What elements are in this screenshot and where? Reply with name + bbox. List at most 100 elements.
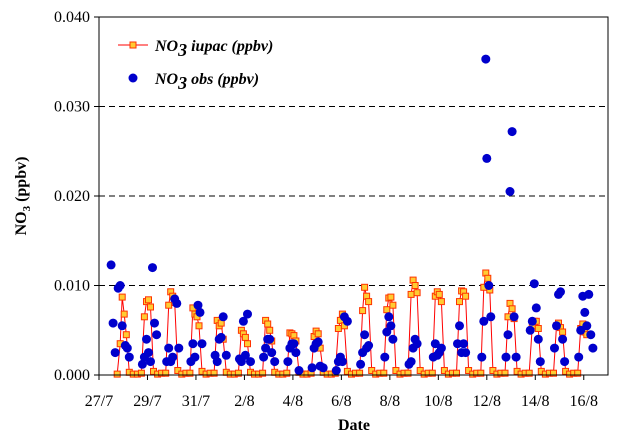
x-tick-label: 6/8 bbox=[331, 393, 351, 410]
data-point-obs bbox=[505, 187, 515, 196]
data-point-obs bbox=[380, 352, 390, 362]
data-point-obs bbox=[360, 330, 370, 340]
y-tick-label: 0.040 bbox=[54, 9, 90, 26]
data-point-iupac bbox=[440, 367, 448, 374]
data-point-obs bbox=[283, 357, 293, 367]
axes: 0.000 0.010 0.020 0.030 0.040 27/7 29/7 31/7 2/8… bbox=[54, 9, 598, 410]
data-point-obs bbox=[193, 300, 203, 310]
data-point-obs bbox=[552, 321, 561, 331]
data-point-obs bbox=[556, 287, 565, 297]
data-point-iupac bbox=[234, 369, 242, 377]
data-point-obs bbox=[586, 330, 596, 340]
data-point-obs bbox=[406, 357, 416, 367]
data-point-obs bbox=[197, 339, 207, 349]
data-point-obs bbox=[503, 330, 513, 340]
data-point-obs bbox=[122, 343, 132, 353]
data-point-obs bbox=[582, 321, 592, 331]
legend-marker-obs bbox=[128, 73, 138, 83]
data-point-iupac bbox=[489, 367, 497, 374]
x-tick-label: 10/8 bbox=[424, 393, 452, 410]
data-point-obs bbox=[356, 359, 366, 369]
x-axis-title: Date bbox=[338, 417, 370, 434]
data-point-obs bbox=[511, 352, 521, 362]
data-point-obs bbox=[259, 352, 269, 362]
data-point-obs bbox=[482, 153, 492, 163]
data-point-obs bbox=[216, 332, 226, 342]
data-point-obs bbox=[384, 312, 394, 322]
data-point-obs bbox=[525, 325, 535, 335]
data-point-obs bbox=[124, 352, 134, 362]
data-point-iupac bbox=[359, 307, 367, 315]
data-point-obs bbox=[188, 339, 198, 349]
data-point-iupac bbox=[550, 369, 557, 377]
data-point-iupac bbox=[380, 369, 388, 377]
x-tick-label: 4/8 bbox=[283, 393, 303, 410]
y-tick-label: 0.000 bbox=[54, 367, 90, 384]
data-point-obs bbox=[164, 343, 174, 353]
data-point-obs bbox=[412, 339, 422, 349]
data-point-obs bbox=[108, 318, 118, 328]
data-point-obs bbox=[531, 303, 541, 313]
data-point-obs bbox=[106, 260, 116, 270]
data-point-iupac bbox=[456, 298, 463, 306]
data-point-obs bbox=[461, 348, 471, 358]
data-point-iupac bbox=[266, 326, 274, 334]
data-point-obs bbox=[115, 281, 125, 290]
data-point-iupac bbox=[314, 330, 322, 338]
data-point-iupac bbox=[484, 274, 492, 282]
data-point-obs bbox=[484, 281, 494, 290]
data-point-iupac bbox=[120, 310, 128, 318]
data-point-iupac bbox=[453, 369, 460, 377]
data-point-obs bbox=[137, 359, 147, 369]
data-point-iupac bbox=[428, 369, 436, 377]
x-tick-label: 12/8 bbox=[473, 393, 501, 410]
data-point-obs bbox=[294, 366, 304, 375]
data-point-obs bbox=[307, 363, 317, 373]
legend-entry-iupac: NO3 iupac (ppbv) bbox=[118, 38, 273, 60]
data-point-obs bbox=[148, 263, 157, 273]
x-tick-label: 16/8 bbox=[570, 393, 598, 410]
x-tick-label: 31/7 bbox=[182, 393, 210, 410]
data-point-obs bbox=[342, 316, 352, 326]
data-point-iupac bbox=[392, 367, 400, 374]
data-point-obs bbox=[168, 352, 178, 362]
data-point-obs bbox=[150, 318, 159, 328]
y-tick-label: 0.030 bbox=[54, 99, 90, 116]
x-tick-label: 8/8 bbox=[380, 393, 400, 410]
data-point-iupac bbox=[465, 367, 473, 374]
data-point-obs bbox=[501, 352, 511, 362]
data-point-obs bbox=[535, 357, 545, 367]
data-point-obs bbox=[477, 352, 487, 362]
data-point-iupac bbox=[162, 369, 170, 377]
data-point-obs bbox=[246, 357, 255, 367]
data-point-obs bbox=[142, 334, 151, 344]
data-point-obs bbox=[174, 343, 184, 353]
x-tick-label: 29/7 bbox=[133, 393, 161, 410]
data-point-obs bbox=[486, 312, 496, 322]
data-point-obs bbox=[313, 337, 323, 347]
data-point-iupac bbox=[118, 293, 126, 301]
data-point-iupac bbox=[195, 322, 203, 330]
data-point-iupac bbox=[365, 298, 373, 306]
legend-label-obs: NO3 obs (ppbv) bbox=[154, 71, 259, 93]
data-point-obs bbox=[172, 298, 182, 308]
data-point-iupac bbox=[241, 333, 249, 341]
data-point-obs bbox=[110, 348, 120, 358]
data-point-obs bbox=[560, 357, 570, 367]
data-point-iupac bbox=[416, 367, 424, 374]
data-point-iupac bbox=[559, 328, 567, 336]
data-point-iupac bbox=[437, 298, 445, 306]
data-point-obs bbox=[218, 312, 228, 322]
legend-label-iupac: NO3 iupac (ppbv) bbox=[154, 38, 273, 60]
y-tick-label: 0.020 bbox=[54, 188, 90, 205]
data-point-obs bbox=[240, 350, 250, 360]
legend-entry-obs: NO3 obs (ppbv) bbox=[128, 71, 259, 93]
legend-marker-iupac bbox=[129, 41, 137, 49]
data-point-obs bbox=[291, 348, 301, 358]
data-point-obs bbox=[337, 357, 347, 367]
data-point-obs bbox=[243, 309, 252, 319]
data-point-iupac bbox=[137, 369, 145, 377]
data-point-obs bbox=[386, 321, 396, 331]
data-point-iupac bbox=[534, 325, 542, 332]
